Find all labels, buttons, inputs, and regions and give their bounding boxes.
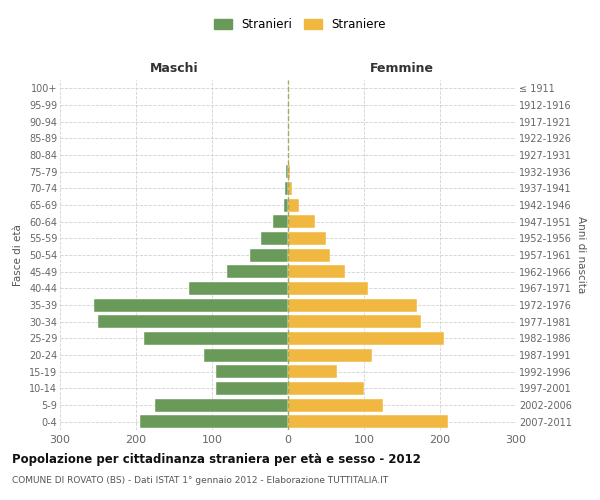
Bar [288, 232, 326, 245]
Text: Femmine: Femmine [370, 62, 434, 75]
Bar [288, 382, 364, 395]
Bar [288, 248, 330, 262]
Bar [288, 315, 421, 328]
Bar [216, 382, 288, 395]
Text: Maschi: Maschi [149, 62, 199, 75]
Bar [288, 298, 417, 312]
Bar [155, 398, 288, 411]
Bar [250, 248, 288, 262]
Bar [216, 365, 288, 378]
Bar [273, 215, 288, 228]
Bar [288, 282, 368, 295]
Bar [288, 348, 371, 362]
Bar [288, 332, 444, 345]
Bar [288, 415, 448, 428]
Bar [285, 182, 288, 195]
Bar [288, 165, 290, 178]
Bar [286, 165, 288, 178]
Bar [227, 265, 288, 278]
Y-axis label: Fasce di età: Fasce di età [13, 224, 23, 286]
Bar [143, 332, 288, 345]
Bar [288, 182, 292, 195]
Bar [288, 198, 299, 211]
Bar [284, 198, 288, 211]
Bar [189, 282, 288, 295]
Text: Popolazione per cittadinanza straniera per età e sesso - 2012: Popolazione per cittadinanza straniera p… [12, 452, 421, 466]
Legend: Stranieri, Straniere: Stranieri, Straniere [209, 14, 391, 36]
Bar [262, 232, 288, 245]
Bar [205, 348, 288, 362]
Bar [288, 365, 337, 378]
Y-axis label: Anni di nascita: Anni di nascita [575, 216, 586, 294]
Bar [94, 298, 288, 312]
Bar [288, 215, 314, 228]
Bar [288, 265, 345, 278]
Bar [288, 398, 383, 411]
Text: COMUNE DI ROVATO (BS) - Dati ISTAT 1° gennaio 2012 - Elaborazione TUTTITALIA.IT: COMUNE DI ROVATO (BS) - Dati ISTAT 1° ge… [12, 476, 388, 485]
Bar [98, 315, 288, 328]
Bar [140, 415, 288, 428]
